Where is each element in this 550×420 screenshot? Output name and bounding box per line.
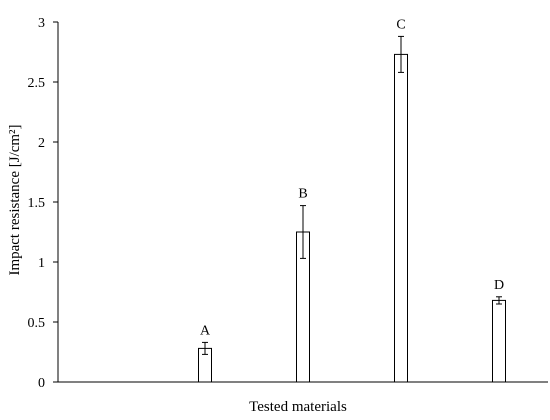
bar-D: [492, 299, 506, 383]
y-tick-label: 1: [38, 256, 45, 271]
y-tick-label: 2.5: [28, 76, 46, 91]
bar-label-A: A: [200, 323, 211, 338]
y-tick-label: 2: [38, 136, 45, 151]
bar-label-D: D: [494, 278, 504, 293]
bar-label-C: C: [396, 17, 405, 32]
y-tick-label: 0.5: [28, 316, 46, 331]
y-tick-label: 0: [38, 376, 45, 391]
bar-C: [394, 53, 408, 383]
bar-label-B: B: [298, 187, 307, 202]
y-axis-title: Impact resistance [J/cm²]: [7, 124, 23, 275]
plot-area: 0 0.5 1 1.5 2 2.5 3 A B C D: [28, 16, 548, 391]
y-tick-label: 3: [38, 16, 45, 31]
x-axis-title: Tested materials: [249, 399, 347, 415]
y-tick-label: 1.5: [28, 196, 46, 211]
